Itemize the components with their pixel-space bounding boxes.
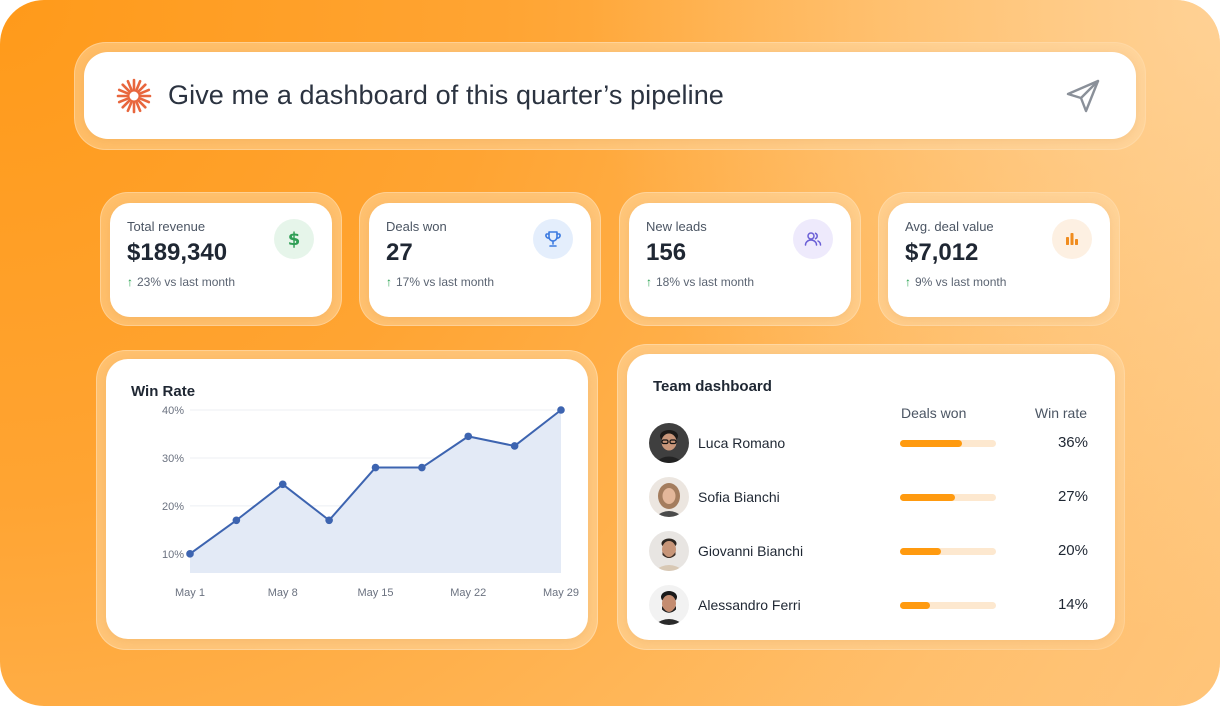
stat-label: Deals won [386, 219, 447, 234]
win-rate-title: Win Rate [131, 383, 196, 400]
stat-label: Total revenue [127, 219, 206, 234]
win-rate-value: 14% [1057, 596, 1088, 613]
sparkle-icon [116, 78, 152, 114]
x-tick-label: May 15 [357, 587, 393, 599]
data-point [278, 480, 287, 489]
win-rate-value: 20% [1057, 542, 1088, 559]
win-rate-value: 27% [1057, 488, 1088, 505]
deals-progress-fill [900, 440, 963, 447]
stat-card-avg-deal-value[interactable]: Avg. deal value $7,012 ↑ 9% vs last month [888, 203, 1110, 317]
y-tick-label: 10% [162, 549, 184, 561]
data-point [325, 516, 333, 525]
data-point [371, 463, 380, 472]
win-rate-chart: 10% 20% 30% 40% May 1 May 8 May 15 May 22 May 29 [162, 405, 579, 599]
avatar [649, 477, 689, 517]
deals-progress-track [900, 494, 996, 501]
stat-card-new-leads[interactable]: New leads 156 ↑ 18% vs last month [629, 203, 851, 317]
team-row[interactable]: Luca Romano 36% [627, 423, 1115, 463]
stat-value: 156 [646, 239, 687, 266]
avatar [649, 423, 689, 463]
stat-value: $189,340 [127, 239, 228, 266]
win-rate-card: Win Rate 10% 20% 30% 40% May 1 May 8 May 15 May… [106, 359, 588, 639]
data-point [510, 442, 519, 450]
stat-card-total-revenue[interactable]: Total revenue $189,340 ↑ 23% vs last mont… [110, 203, 332, 317]
y-tick-label: 20% [162, 501, 184, 513]
team-row[interactable]: Sofia Bianchi 27% [627, 477, 1115, 517]
arrow-up-icon: ↑ [386, 275, 392, 289]
deals-progress-fill [900, 494, 955, 501]
arrow-up-icon: ↑ [646, 275, 652, 289]
deals-progress-track [900, 548, 996, 555]
dollar-icon: $ [274, 219, 314, 259]
trophy-icon [533, 219, 573, 259]
team-member-name: Luca Romano [698, 435, 786, 451]
stat-delta: ↑ 23% vs last month [127, 275, 235, 289]
avatar [649, 585, 689, 625]
area-fill [190, 410, 561, 573]
bar-chart-icon [1052, 219, 1092, 259]
x-tick-label: May 1 [175, 587, 205, 599]
y-tick-label: 30% [162, 453, 184, 465]
stat-delta-text: 23% vs last month [137, 275, 236, 289]
prompt-bar[interactable] [84, 52, 1136, 139]
team-dashboard-card: Team dashboard Deals won Win rate Luca R… [627, 354, 1115, 640]
y-tick-label: 40% [162, 405, 184, 417]
prompt-text[interactable]: Give me a dashboard of this quarter’s pi… [168, 80, 724, 110]
column-header-deals-won: Deals won [901, 405, 967, 421]
x-tick-label: May 8 [268, 587, 298, 599]
stat-delta-text: 9% vs last month [915, 275, 1007, 289]
column-header-win-rate: Win rate [1034, 405, 1087, 421]
data-point [557, 406, 565, 414]
team-member-name: Sofia Bianchi [698, 489, 780, 505]
team-row[interactable]: Alessandro Ferri 14% [627, 585, 1115, 625]
deals-progress-track [900, 440, 996, 447]
users-icon [793, 219, 833, 259]
team-row[interactable]: Giovanni Bianchi 20% [627, 531, 1115, 571]
deals-progress-fill [900, 548, 942, 555]
avatar [649, 531, 689, 571]
stat-delta: ↑ 17% vs last month [386, 275, 494, 289]
arrow-up-icon: ↑ [905, 275, 911, 289]
stat-delta-text: 18% vs last month [656, 275, 755, 289]
svg-text:$: $ [288, 229, 301, 250]
send-icon[interactable] [1064, 78, 1102, 114]
stat-value: 27 [386, 239, 413, 266]
team-member-name: Alessandro Ferri [698, 597, 801, 613]
stat-card-deals-won[interactable]: Deals won 27 ↑ 17% vs last month [369, 203, 591, 317]
x-tick-label: May 22 [450, 587, 486, 599]
x-tick-label: May 29 [543, 587, 579, 599]
stat-delta: ↑ 9% vs last month [905, 275, 1006, 289]
arrow-up-icon: ↑ [127, 275, 133, 289]
deals-progress-fill [900, 602, 930, 609]
data-point [464, 432, 473, 441]
stat-delta-text: 17% vs last month [396, 275, 495, 289]
data-point [418, 463, 426, 472]
team-member-name: Giovanni Bianchi [698, 543, 804, 559]
data-point [186, 550, 194, 558]
stat-label: Avg. deal value [905, 219, 994, 234]
team-dashboard-title: Team dashboard [653, 378, 772, 395]
win-rate-value: 36% [1057, 434, 1088, 451]
stat-delta: ↑ 18% vs last month [646, 275, 754, 289]
deals-progress-track [900, 602, 996, 609]
stat-label: New leads [646, 219, 707, 234]
data-point [232, 516, 241, 525]
stat-value: $7,012 [905, 239, 979, 266]
